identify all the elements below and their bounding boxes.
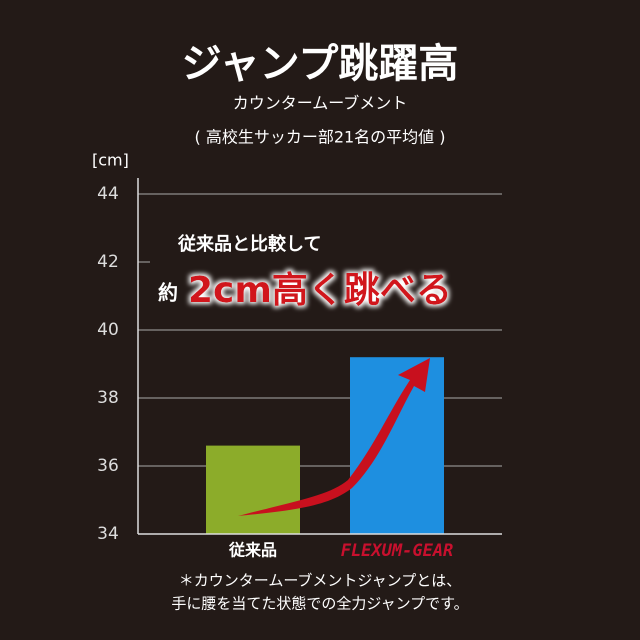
note: ( 高校生サッカー部21名の平均値 ): [194, 128, 445, 147]
x-tick-label: FLEXUM-GEAR: [341, 541, 454, 561]
y-tick-label: 38: [97, 388, 119, 408]
annotation: 従来品と比較して: [177, 233, 321, 255]
bars: [206, 357, 444, 534]
y-tick-label: 36: [97, 456, 119, 476]
arrow: [238, 358, 430, 516]
y-tick-label: 42: [97, 252, 119, 272]
footnote: ＊カウンタームーブメントジャンプとは、: [179, 572, 461, 590]
annotation-highlight: 2cm高く跳べる: [188, 270, 452, 311]
y-tick-label: 44: [97, 184, 119, 204]
subtitle: カウンタームーブメント: [233, 94, 408, 113]
bar: [206, 445, 300, 534]
y-unit: [cm]: [92, 151, 129, 170]
chart-title: ジャンプ跳躍高: [182, 41, 459, 87]
annotation-box: [150, 226, 502, 314]
bar: [350, 357, 444, 534]
y-tick-label: 40: [97, 320, 119, 340]
labels: 従来品 FLEXUM-GEAR: [228, 541, 453, 562]
annotation: 約: [158, 281, 178, 305]
x-tick-label: 従来品: [228, 541, 277, 560]
y-tick-label: 34: [97, 524, 119, 544]
footnote: 手に腰を当てた状態での全力ジャンプです。: [171, 595, 468, 613]
